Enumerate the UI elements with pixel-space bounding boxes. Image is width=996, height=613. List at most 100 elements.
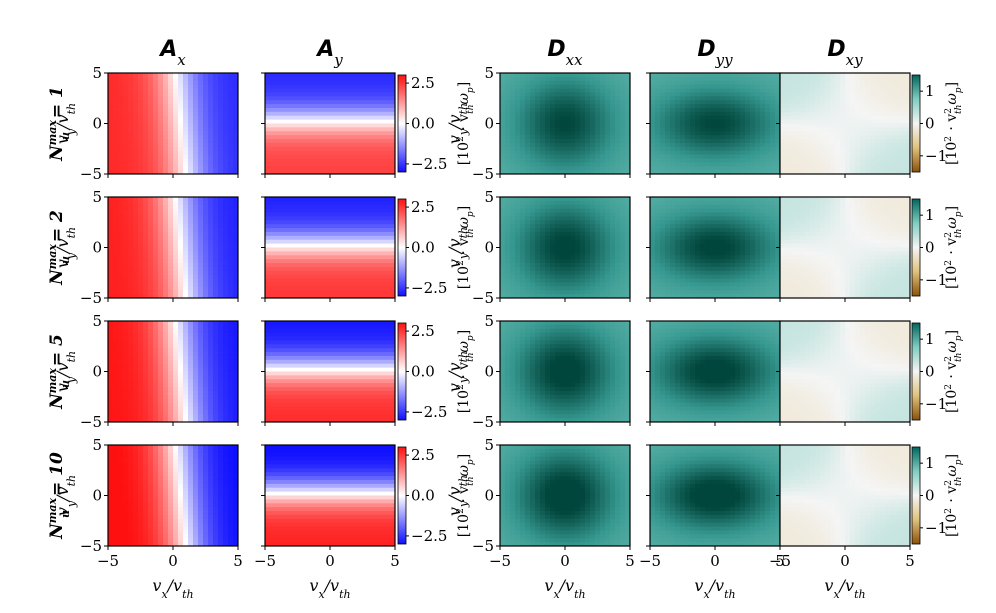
heatmap-cell bbox=[385, 247, 391, 252]
heatmap-cell bbox=[113, 282, 119, 287]
heatmap-cell bbox=[153, 88, 159, 93]
heatmap-cell bbox=[265, 80, 271, 86]
heatmap-cell bbox=[605, 96, 611, 101]
heatmap-cell bbox=[370, 294, 376, 299]
heatmap-cell bbox=[865, 88, 871, 93]
heatmap-cell bbox=[123, 73, 129, 78]
heatmap-cell bbox=[525, 270, 531, 276]
heatmap-cell bbox=[218, 131, 224, 136]
heatmap-cell bbox=[360, 290, 366, 295]
heatmap-cell bbox=[555, 73, 561, 78]
heatmap-cell bbox=[265, 228, 271, 233]
heatmap-cell bbox=[525, 255, 531, 260]
heatmap-cell bbox=[605, 162, 611, 167]
heatmap-cell bbox=[355, 88, 361, 93]
heatmap-cell bbox=[213, 235, 219, 241]
heatmap-cell bbox=[715, 92, 721, 97]
heatmap-cell bbox=[285, 73, 291, 78]
heatmap-cell bbox=[510, 278, 516, 283]
heatmap-cell bbox=[370, 216, 376, 221]
heatmap-cell bbox=[535, 204, 541, 210]
heatmap-cell bbox=[280, 158, 286, 163]
heatmap-cell bbox=[228, 286, 234, 291]
heatmap-cell bbox=[270, 84, 276, 89]
heatmap-cell bbox=[610, 119, 616, 124]
heatmap-cell bbox=[265, 263, 271, 268]
heatmap-cell bbox=[565, 100, 571, 105]
heatmap-cell bbox=[725, 142, 731, 148]
heatmap-cell bbox=[265, 84, 271, 89]
heatmap-cell bbox=[545, 158, 551, 163]
heatmap-cell bbox=[173, 158, 179, 163]
heatmap-cell bbox=[620, 170, 626, 175]
heatmap-cell bbox=[800, 135, 806, 140]
heatmap-cell bbox=[213, 216, 219, 221]
heatmap-cell bbox=[810, 115, 816, 121]
heatmap-cell bbox=[310, 235, 316, 241]
heatmap-cell bbox=[325, 73, 331, 78]
heatmap-cell bbox=[705, 170, 711, 175]
heatmap-cell bbox=[840, 123, 846, 128]
heatmap-cell bbox=[143, 286, 149, 291]
heatmap-cell bbox=[565, 170, 571, 175]
heatmap-cell bbox=[670, 154, 676, 159]
heatmap-cell bbox=[550, 131, 556, 136]
heatmap-cell bbox=[305, 162, 311, 167]
heatmap-cell bbox=[233, 162, 239, 167]
heatmap-cell bbox=[143, 123, 149, 128]
heatmap-cell bbox=[168, 208, 174, 213]
heatmap-cell bbox=[815, 158, 821, 163]
heatmap-cell bbox=[295, 119, 301, 124]
heatmap-cell bbox=[705, 135, 711, 140]
heatmap-cell bbox=[860, 92, 866, 97]
heatmap-cell bbox=[365, 220, 371, 225]
heatmap-cell bbox=[890, 170, 896, 175]
heatmap-cell bbox=[270, 251, 276, 256]
heatmap-cell bbox=[345, 150, 351, 155]
heatmap-cell bbox=[505, 263, 511, 268]
heatmap-cell bbox=[600, 135, 606, 140]
heatmap-cell bbox=[715, 166, 721, 171]
heatmap-cell bbox=[173, 251, 179, 256]
heatmap-cell bbox=[760, 92, 766, 97]
heatmap-cell bbox=[183, 158, 189, 163]
heatmap-cell bbox=[285, 162, 291, 167]
heatmap-cell bbox=[270, 278, 276, 283]
heatmap-cell bbox=[885, 166, 891, 171]
heatmap-cell bbox=[183, 100, 189, 105]
heatmap-cell bbox=[290, 216, 296, 221]
heatmap-cell bbox=[213, 294, 219, 299]
heatmap-cell bbox=[885, 92, 891, 97]
heatmap-cell bbox=[845, 107, 851, 113]
heatmap-cell bbox=[290, 104, 296, 109]
heatmap-cell bbox=[870, 123, 876, 128]
heatmap-cell bbox=[188, 158, 194, 163]
heatmap-cell bbox=[188, 294, 194, 299]
heatmap-cell bbox=[900, 123, 906, 128]
heatmap-cell bbox=[178, 263, 184, 268]
heatmap-cell bbox=[265, 158, 271, 163]
heatmap-cell bbox=[600, 158, 606, 163]
heatmap-cell bbox=[370, 278, 376, 283]
heatmap-cell bbox=[228, 204, 234, 210]
heatmap-cell bbox=[188, 142, 194, 148]
heatmap-cell bbox=[665, 88, 671, 93]
heatmap-cell bbox=[183, 251, 189, 256]
heatmap-cell bbox=[615, 119, 621, 124]
heatmap-cell bbox=[575, 162, 581, 167]
heatmap-cell bbox=[183, 104, 189, 109]
heatmap-cell bbox=[380, 243, 386, 248]
heatmap-cell bbox=[153, 274, 159, 279]
heatmap-cell bbox=[143, 80, 149, 86]
heatmap-cell bbox=[233, 170, 239, 175]
heatmap-cell bbox=[520, 146, 526, 152]
heatmap-cell bbox=[375, 127, 381, 132]
heatmap-cell bbox=[355, 274, 361, 279]
heatmap-cell bbox=[148, 290, 154, 295]
heatmap-cell bbox=[790, 84, 796, 89]
heatmap-cell bbox=[710, 107, 716, 113]
heatmap-cell bbox=[173, 104, 179, 109]
heatmap-cell bbox=[233, 224, 239, 229]
heatmap-cell bbox=[865, 135, 871, 140]
heatmap-cell bbox=[290, 197, 296, 202]
